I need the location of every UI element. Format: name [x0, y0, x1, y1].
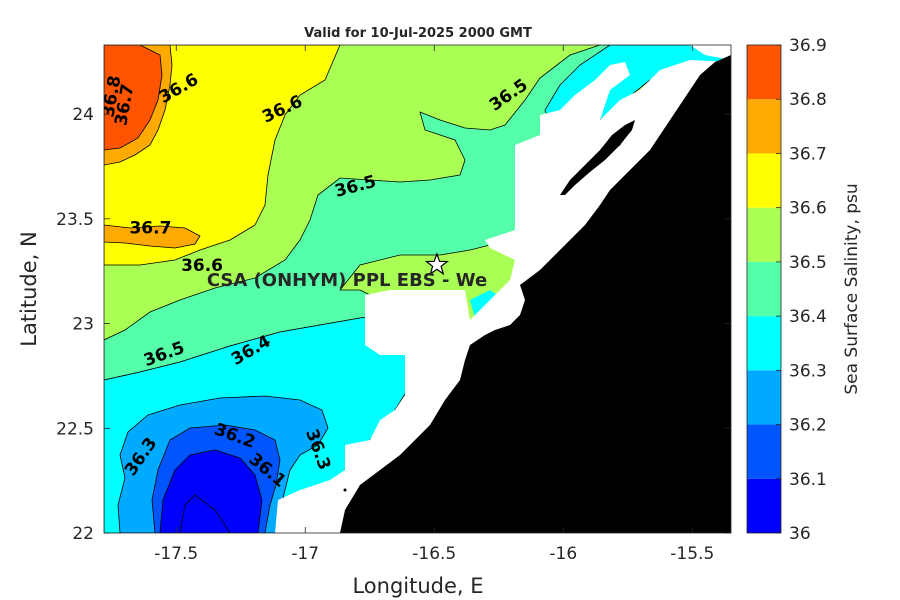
star-marker-icon	[424, 252, 449, 276]
contour-36-0	[179, 494, 231, 533]
y-tick-label: 22.5	[56, 419, 94, 439]
colorbar-segment	[747, 153, 781, 208]
colorbar-segment	[747, 370, 781, 425]
marker-label: CSA (ONHYM) PPL EBS - We	[207, 270, 487, 291]
peninsula	[560, 120, 635, 195]
colorbar-tick-label: 36.7	[789, 144, 827, 164]
x-axis-ticks: -17.5 -17 -16.5 -16 -15.5	[154, 45, 714, 564]
contour-label: 36.8	[98, 74, 125, 119]
colorbar: 36 36.1 36.2 36.3 36.4 36.5 36.6 36.7 36.8 36.9	[746, 36, 827, 544]
y-axis-ticks: 22 22.5 23 23.5 24	[56, 105, 731, 544]
map-plot-area: 36.836.7 36.636.6 36.536.536.736.636.5 36.4…	[98, 45, 731, 533]
islet	[615, 138, 623, 146]
colorbar-segment	[747, 207, 781, 262]
colorbar-frame	[746, 44, 782, 534]
axes-frame	[103, 44, 732, 534]
contour-label: 36.7	[129, 218, 171, 238]
x-tick-label: -15.5	[670, 544, 714, 564]
colorbar-tick-label: 36.3	[789, 361, 827, 381]
colorbar-label: Sea Surface Salinity, psu	[842, 183, 862, 394]
contour-label: 36.6	[181, 256, 223, 276]
y-tick-label: 23.5	[56, 210, 94, 230]
y-axis-label: Latitude, N	[17, 231, 41, 347]
colorbar-tick-label: 36	[789, 524, 811, 544]
x-tick-label: -17	[291, 544, 319, 564]
band-36-0-36-1	[159, 449, 263, 533]
site-marker: CSA (ONHYM) PPL EBS - We	[207, 252, 487, 291]
colorbar-segment	[747, 261, 781, 317]
colorbar-segment	[747, 424, 781, 479]
y-tick-label: 22	[72, 524, 94, 544]
colorbar-segment	[747, 99, 781, 154]
colorbar-tick-label: 36.2	[789, 416, 827, 436]
y-tick-label: 24	[72, 105, 94, 125]
colorbar-segment	[747, 478, 781, 533]
colorbar-tick-label: 36.8	[789, 90, 827, 110]
band-36-8-36-9	[104, 45, 163, 151]
colorbar-segment	[747, 316, 781, 371]
x-axis-label: Longitude, E	[352, 574, 483, 598]
colorbar-tick-label: 36.4	[789, 307, 827, 327]
x-tick-label: -17.5	[154, 544, 198, 564]
land-mass	[340, 55, 731, 533]
map-title: Valid for 10-Jul-2025 2000 GMT	[304, 26, 532, 41]
colorbar-tick-label: 36.1	[789, 470, 827, 490]
band-36-7-blob	[104, 224, 201, 249]
islet-south	[343, 488, 347, 492]
colorbar-tick-label: 36.5	[789, 253, 827, 273]
colorbar-tick-label: 36.9	[789, 36, 827, 56]
colorbar-tick-label: 36.6	[789, 199, 827, 219]
y-tick-label: 23	[72, 315, 94, 335]
x-tick-label: -16.5	[412, 544, 456, 564]
colorbar-segment	[747, 45, 781, 100]
x-tick-label: -16	[549, 544, 577, 564]
